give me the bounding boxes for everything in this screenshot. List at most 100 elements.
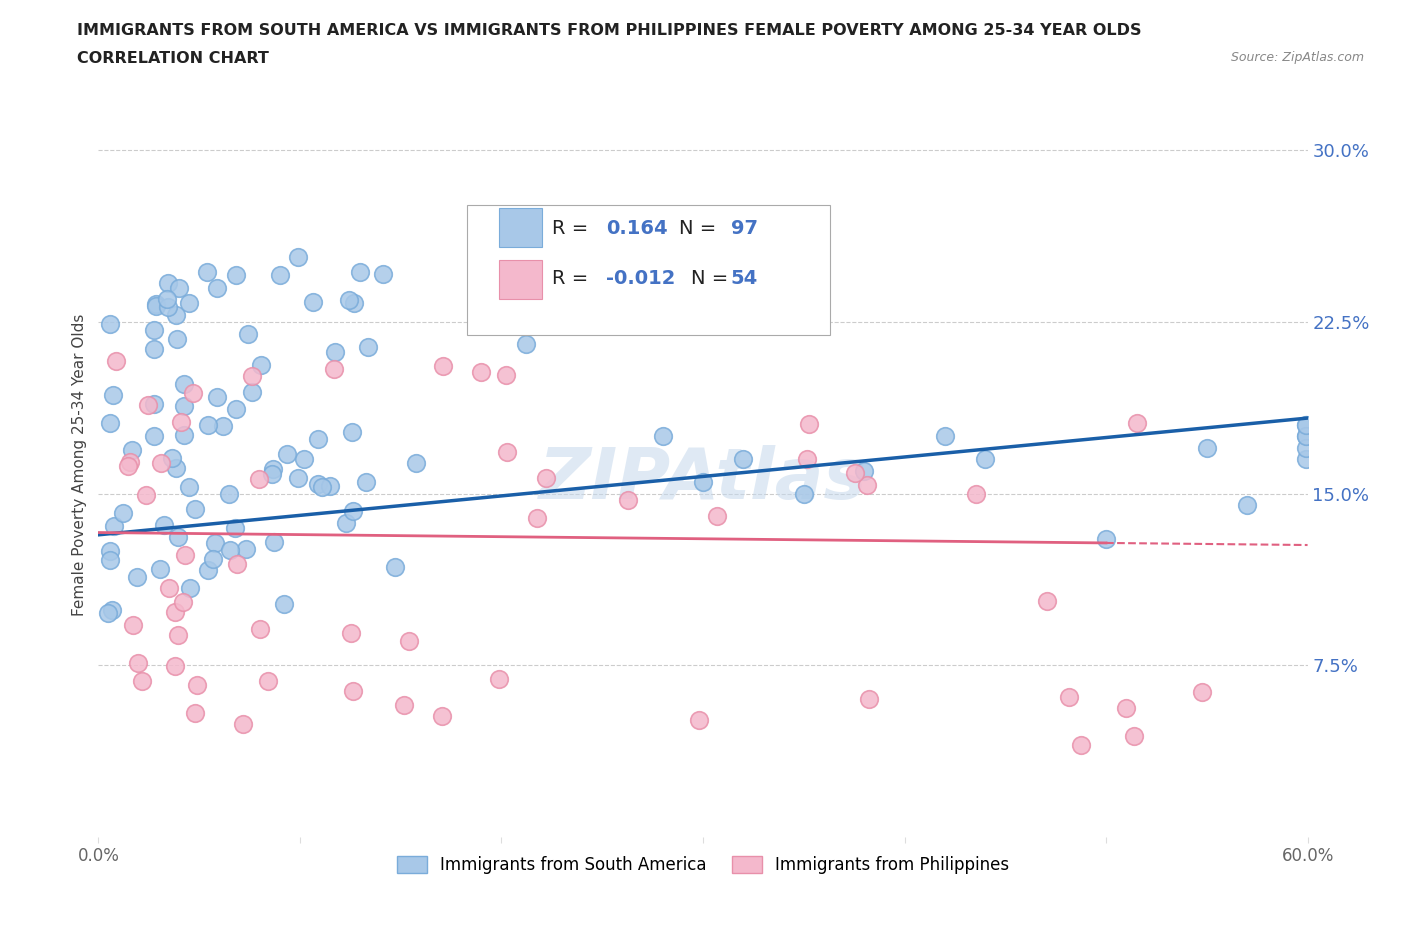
Point [432,709,454,724]
Point [218,486,240,501]
Point [125,569,148,584]
Point [470,365,492,379]
Point [212,418,235,433]
Point [287,471,309,485]
Point [1070,738,1092,753]
Point [143,323,166,338]
Y-axis label: Female Poverty Among 25-34 Year Olds: Female Poverty Among 25-34 Year Olds [72,313,87,617]
Point [294,451,316,466]
Point [1059,689,1081,704]
Point [335,516,357,531]
Point [167,530,190,545]
Point [515,337,537,352]
Point [488,672,510,687]
Point [205,390,228,405]
Point [276,446,298,461]
Point [405,456,427,471]
Point [240,368,263,383]
Point [247,472,270,486]
Point [135,488,157,503]
Point [173,398,195,413]
Legend: Immigrants from South America, Immigrants from Philippines: Immigrants from South America, Immigrant… [391,849,1015,881]
Point [136,397,159,412]
Point [1126,416,1149,431]
FancyBboxPatch shape [499,260,543,299]
Point [224,520,246,535]
Point [235,542,257,557]
Point [163,658,186,673]
Point [357,339,380,354]
Point [340,425,363,440]
Point [156,299,179,314]
Point [121,442,143,457]
Point [165,460,187,475]
Point [143,341,166,356]
Point [131,673,153,688]
Point [195,265,218,280]
Point [1295,429,1317,444]
Point [340,625,363,640]
Point [356,474,378,489]
Point [287,250,309,265]
Point [263,535,285,550]
Point [1295,418,1317,432]
Point [150,456,173,471]
Point [1115,700,1137,715]
Point [232,717,254,732]
Point [257,673,280,688]
Point [98,544,121,559]
Point [157,580,180,595]
Point [149,561,172,576]
Point [197,418,219,432]
Point [262,461,284,476]
Point [974,452,997,467]
Point [342,295,364,310]
Point [339,293,361,308]
Point [181,385,204,400]
Text: R =: R = [551,270,588,288]
Point [342,504,364,519]
Point [394,698,416,712]
Point [177,296,200,311]
Point [225,268,247,283]
Point [1295,452,1317,467]
Point [98,317,121,332]
Point [143,429,166,444]
Point [301,294,323,309]
Text: R =: R = [551,219,588,238]
Point [98,416,121,431]
Point [101,603,124,618]
Point [204,536,226,551]
Point [579,213,602,228]
Point [117,458,139,473]
Point [218,542,240,557]
Point [156,275,179,290]
Point [167,628,190,643]
Point [1095,532,1118,547]
Point [733,452,755,467]
Point [250,358,273,373]
Point [101,388,124,403]
Point [225,401,247,416]
Point [796,452,818,467]
Point [855,478,877,493]
Point [174,548,197,563]
Point [103,518,125,533]
Point [323,362,346,377]
Point [201,551,224,566]
Point [1295,418,1317,432]
Point [165,604,187,619]
Point [349,264,371,279]
Point [97,605,120,620]
Text: 54: 54 [731,270,758,288]
Text: N =: N = [690,270,728,288]
Point [965,487,987,502]
Text: Source: ZipAtlas.com: Source: ZipAtlas.com [1230,51,1364,64]
Point [269,267,291,282]
Point [186,678,208,693]
Point [184,502,207,517]
Text: CORRELATION CHART: CORRELATION CHART [77,51,269,66]
Point [688,713,710,728]
Point [170,415,193,430]
Point [793,486,815,501]
